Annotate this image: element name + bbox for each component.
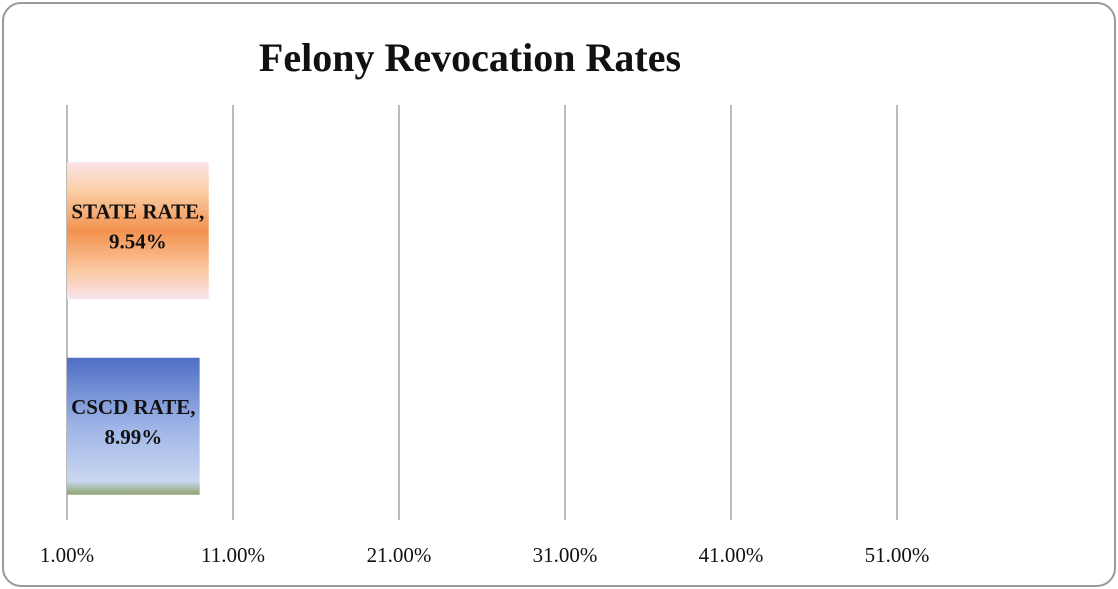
bar <box>67 162 209 300</box>
value-label: 9.54% <box>109 230 167 254</box>
category-label: STATE RATE, <box>71 200 204 224</box>
x-tick-label: 21.00% <box>367 543 432 567</box>
x-tick-label: 51.00% <box>865 543 930 567</box>
chart-title: Felony Revocation Rates <box>259 35 681 80</box>
x-tick-label: 41.00% <box>699 543 764 567</box>
category-label: CSCD RATE, <box>71 395 195 419</box>
bar <box>67 357 200 495</box>
x-tick-label: 31.00% <box>533 543 598 567</box>
x-tick-label: 1.00% <box>40 543 94 567</box>
x-tick-label: 11.00% <box>201 543 265 567</box>
value-label: 8.99% <box>104 425 162 449</box>
